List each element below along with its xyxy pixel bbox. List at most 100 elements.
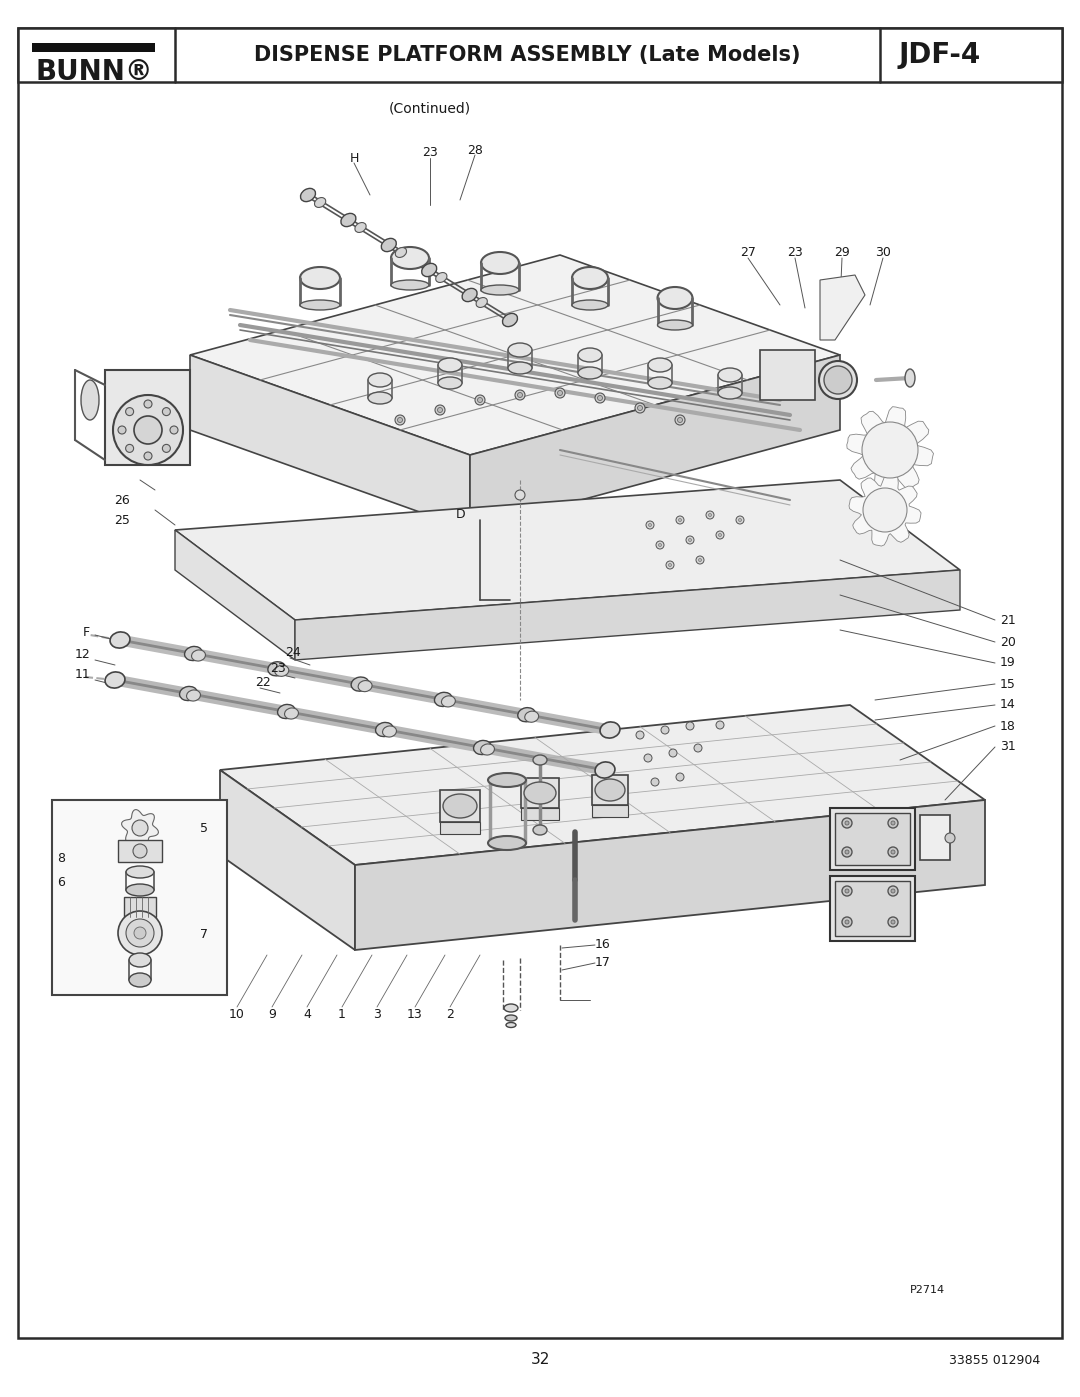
Text: 25: 25 (114, 514, 130, 527)
Circle shape (676, 515, 684, 524)
Circle shape (661, 726, 669, 733)
Circle shape (862, 422, 918, 478)
Ellipse shape (905, 369, 915, 387)
Circle shape (842, 847, 852, 856)
Ellipse shape (443, 793, 477, 819)
Ellipse shape (274, 665, 288, 676)
Bar (835, 813, 910, 865)
Circle shape (716, 721, 724, 729)
Text: BUNN®: BUNN® (36, 59, 152, 87)
Circle shape (845, 849, 849, 854)
Bar (18, 28, 1062, 82)
Circle shape (113, 395, 183, 465)
Circle shape (644, 754, 652, 761)
Circle shape (477, 398, 483, 402)
Ellipse shape (525, 711, 539, 722)
Circle shape (637, 405, 643, 411)
Circle shape (595, 393, 605, 402)
Ellipse shape (395, 247, 406, 257)
Circle shape (888, 819, 897, 828)
Bar (521, 778, 559, 807)
Text: 5: 5 (200, 821, 208, 834)
Text: 22: 22 (255, 676, 271, 690)
Circle shape (125, 444, 134, 453)
Polygon shape (175, 481, 960, 620)
Text: 4: 4 (303, 1009, 311, 1021)
Text: 14: 14 (1000, 698, 1016, 711)
Ellipse shape (359, 680, 372, 692)
Text: F: F (83, 626, 90, 638)
Text: 11: 11 (75, 669, 90, 682)
Ellipse shape (503, 314, 516, 326)
Circle shape (475, 395, 485, 405)
Ellipse shape (187, 690, 201, 701)
Ellipse shape (301, 190, 314, 201)
Bar (592, 805, 627, 817)
Text: 31: 31 (1000, 740, 1016, 753)
Ellipse shape (658, 320, 692, 330)
Ellipse shape (600, 722, 620, 738)
Circle shape (666, 562, 674, 569)
Polygon shape (220, 770, 355, 950)
Circle shape (162, 408, 171, 416)
Text: 1: 1 (338, 1009, 346, 1021)
Circle shape (888, 886, 897, 895)
Polygon shape (190, 355, 470, 529)
Ellipse shape (191, 650, 205, 661)
Polygon shape (847, 407, 933, 493)
Ellipse shape (481, 745, 495, 754)
Circle shape (716, 531, 724, 539)
Text: 23: 23 (422, 147, 437, 159)
Text: 28: 28 (467, 144, 483, 156)
Text: 3: 3 (373, 1009, 381, 1021)
Circle shape (735, 515, 744, 524)
Ellipse shape (129, 953, 151, 967)
Ellipse shape (595, 780, 625, 800)
Ellipse shape (819, 360, 858, 400)
Circle shape (706, 511, 714, 520)
Polygon shape (175, 529, 295, 659)
Circle shape (656, 541, 664, 549)
Circle shape (739, 518, 742, 521)
Bar (32, 43, 156, 52)
Ellipse shape (438, 377, 462, 388)
Bar (440, 789, 480, 821)
Circle shape (435, 405, 445, 415)
Circle shape (397, 418, 403, 422)
Ellipse shape (105, 672, 125, 689)
Text: 15: 15 (1000, 678, 1016, 690)
Ellipse shape (524, 782, 556, 805)
Bar (105, 370, 190, 465)
Text: 8: 8 (57, 852, 65, 865)
Text: 23: 23 (270, 662, 286, 675)
Ellipse shape (284, 708, 298, 719)
Text: (Continued): (Continued) (389, 101, 471, 115)
Ellipse shape (368, 373, 392, 387)
Ellipse shape (648, 377, 672, 388)
Text: 24: 24 (285, 647, 300, 659)
Circle shape (646, 521, 654, 529)
Ellipse shape (502, 313, 517, 327)
Ellipse shape (658, 286, 692, 309)
Ellipse shape (534, 754, 546, 766)
Bar (592, 775, 627, 805)
Text: 33855 012904: 33855 012904 (948, 1354, 1040, 1366)
Circle shape (133, 844, 147, 858)
Ellipse shape (718, 367, 742, 381)
Circle shape (126, 919, 154, 947)
Circle shape (675, 415, 685, 425)
Circle shape (395, 415, 405, 425)
Circle shape (888, 916, 897, 928)
Ellipse shape (718, 387, 742, 400)
Ellipse shape (300, 267, 340, 289)
Ellipse shape (508, 344, 532, 358)
Text: 27: 27 (740, 246, 756, 260)
Bar (521, 807, 559, 820)
Text: 18: 18 (1000, 719, 1016, 732)
Ellipse shape (314, 197, 326, 208)
Circle shape (144, 400, 152, 408)
Bar (835, 882, 910, 936)
Circle shape (118, 911, 162, 956)
Ellipse shape (268, 662, 286, 676)
Ellipse shape (476, 298, 487, 307)
